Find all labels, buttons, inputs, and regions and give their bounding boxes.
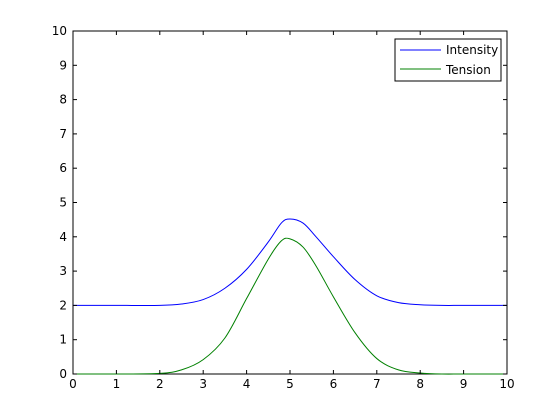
legend-label-intensity: Intensity xyxy=(446,43,498,57)
y-tick-label: 7 xyxy=(59,127,67,141)
series-line-tension xyxy=(72,237,508,375)
legend-box xyxy=(394,38,502,82)
y-tick-label: 10 xyxy=(52,24,67,38)
y-tick-label: 3 xyxy=(59,264,67,278)
x-tick-label: 7 xyxy=(373,377,381,391)
x-tick-label: 6 xyxy=(330,377,338,391)
x-tick-label: 3 xyxy=(199,377,207,391)
series-layer xyxy=(72,218,508,375)
x-tick-label: 4 xyxy=(243,377,251,391)
x-tick-label: 10 xyxy=(499,377,514,391)
x-tick-label: 0 xyxy=(69,377,77,391)
y-tick-label: 9 xyxy=(59,58,67,72)
ticks-layer: 0 1 2 3 4 5 6 7 8 9 10 0 1 2 3 4 5 6 7 8 9 10 xyxy=(52,24,515,391)
y-tick-label: 0 xyxy=(59,367,67,381)
series-line-intensity xyxy=(73,218,507,307)
x-tick-label: 2 xyxy=(156,377,164,391)
plot-area xyxy=(72,30,508,375)
legend: Intensity Tension xyxy=(394,38,502,82)
y-tick-label: 6 xyxy=(59,161,67,175)
y-tick-label: 5 xyxy=(59,196,67,210)
x-tick-label: 8 xyxy=(416,377,424,391)
legend-label-tension: Tension xyxy=(445,63,491,77)
x-tick-label: 1 xyxy=(113,377,121,391)
y-tick-label: 4 xyxy=(59,230,67,244)
y-tick-label: 1 xyxy=(59,333,67,347)
y-tick-label: 2 xyxy=(59,298,67,312)
x-tick-label: 9 xyxy=(460,377,468,391)
y-tick-label: 8 xyxy=(59,93,67,107)
x-tick-label: 5 xyxy=(286,377,294,391)
